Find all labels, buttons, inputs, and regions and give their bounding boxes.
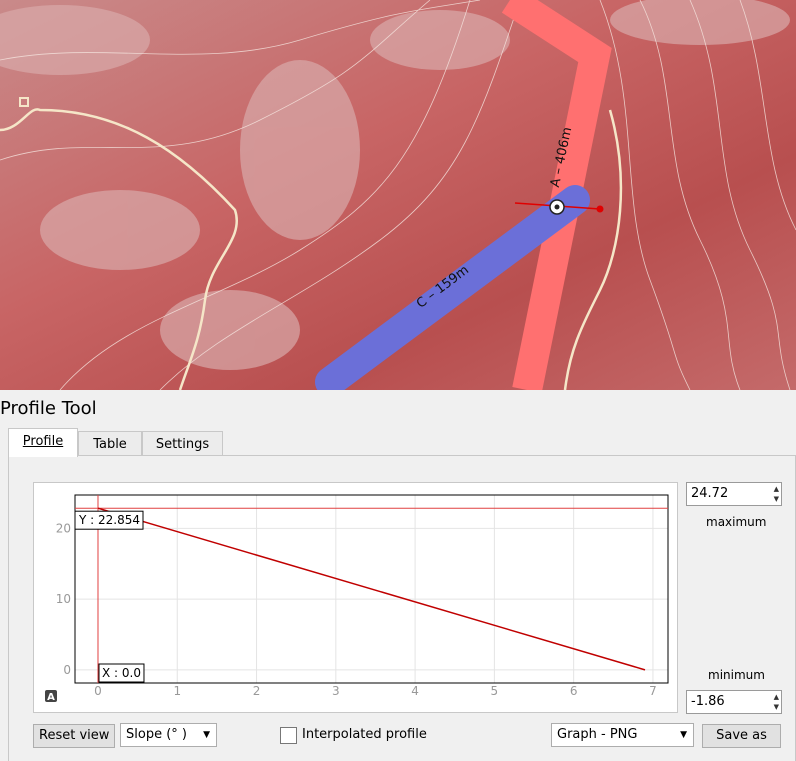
contour-index — [563, 109, 623, 390]
marker — [19, 97, 29, 107]
contours — [0, 0, 796, 390]
x-tick-label: 5 — [491, 684, 499, 698]
tab[interactable]: Table — [78, 431, 142, 456]
dropdown-arrow: ▼ — [203, 730, 210, 740]
icon-box — [45, 690, 57, 702]
map: A – 406m C – 159m — [0, 0, 796, 390]
cursor-label-box — [74, 510, 144, 530]
y-tick-label: 10 — [56, 592, 71, 606]
reset-view-button[interactable]: Reset view — [33, 724, 116, 748]
max-spinbox[interactable]: 24.72 — [686, 482, 782, 506]
x-tick-label: 4 — [411, 684, 419, 698]
format-dropdown[interactable]: Graph - PNG ▼ — [551, 723, 694, 747]
x-tick-label: 1 — [173, 684, 181, 698]
x-tick-label: 2 — [253, 684, 261, 698]
chart: 0 1 2 3 4 5 6 7 0 10 20 Y : 22.854 X : 0.0 A — [33, 482, 678, 713]
min-spinbox[interactable]: -1.86 — [686, 690, 782, 714]
profile-line-a — [501, 0, 612, 390]
checkbox[interactable] — [280, 727, 297, 744]
plot-frame — [74, 494, 669, 684]
cursor-marker-dot — [554, 204, 560, 210]
profile-line-c — [315, 185, 590, 390]
format-text: Graph - PNG — [557, 727, 638, 742]
cursor-label-box — [98, 663, 145, 683]
x-tick-label: 7 — [649, 684, 657, 698]
contour-index — [0, 108, 238, 390]
slope-dropdown[interactable]: Slope (° ) ▼ — [120, 723, 217, 747]
min-label: minimum — [708, 668, 765, 682]
save-as-button[interactable]: Save as — [702, 724, 781, 748]
tab[interactable]: Settings — [142, 431, 223, 456]
max-value: 24.72 — [691, 486, 729, 501]
x-tick-label: 3 — [332, 684, 340, 698]
panel-title: Profile Tool — [0, 398, 97, 419]
cursor-x-label: X : 0.0 — [102, 666, 141, 680]
checkbox-label: Interpolated profile — [302, 727, 427, 742]
cursor-y-label: Y : 22.854 — [78, 513, 140, 527]
x-tick-label: 0 — [94, 684, 102, 698]
slope-text: Slope (° ) — [126, 727, 187, 742]
min-value: -1.86 — [691, 694, 725, 709]
cursor-point — [596, 205, 604, 213]
tab[interactable]: Profile — [8, 428, 78, 457]
max-label: maximum — [706, 515, 767, 529]
y-tick-label: 20 — [56, 521, 71, 535]
y-tick-label: 0 — [63, 663, 71, 677]
icon-text: A — [47, 692, 55, 703]
profile-line — [97, 507, 646, 671]
x-tick-label: 6 — [570, 684, 578, 698]
dropdown-arrow: ▼ — [680, 730, 687, 740]
